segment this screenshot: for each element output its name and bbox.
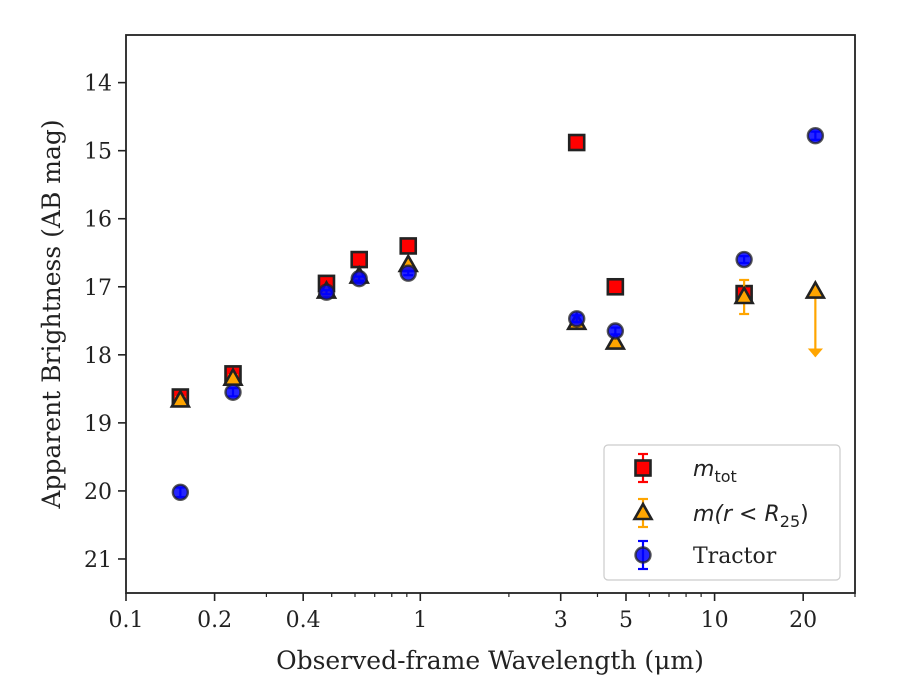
legend-label: mtot (693, 457, 737, 486)
y-axis-label: Apparent Brightness (AB mag) (37, 119, 66, 509)
data-point-circle (568, 310, 586, 328)
legend: mtot m(r < R25) Tractor (603, 444, 841, 581)
x-tick-label: 3 (554, 608, 568, 633)
x-tick-label: 20 (789, 608, 817, 633)
x-axis-label: Observed-frame Wavelength (μm) (276, 646, 704, 675)
x-tick-label: 5 (619, 608, 633, 633)
data-point-triangle (169, 388, 192, 408)
y-tick-label: 14 (84, 72, 112, 97)
legend-marker-square (634, 459, 652, 477)
data-point-circle (350, 269, 368, 288)
legend-label: Tractor (693, 544, 777, 569)
y-tick-label: 16 (84, 208, 112, 233)
data-point-square (567, 133, 586, 152)
y-tick-label: 18 (84, 344, 112, 369)
y-tick-label: 20 (84, 480, 112, 505)
data-point-square (350, 250, 368, 269)
axes: 0.1 0.2 0.4 1 3 5 10 20 14 15 16 17 18 19 20 21 (84, 72, 856, 633)
y-tick-label: 19 (84, 412, 112, 437)
x-tick-label: 1 (413, 608, 427, 633)
data-point-circle (317, 283, 336, 301)
y-tick-label: 21 (84, 548, 112, 573)
data-point-circle (399, 264, 417, 282)
legend-marker-triangle (632, 501, 654, 521)
data-point-triangle (604, 330, 627, 350)
plot-frame (125, 34, 856, 594)
data-point-triangle (804, 279, 827, 299)
y-tick-label: 17 (84, 276, 112, 301)
legend-label: m(r < R25) (693, 502, 809, 531)
y-tick-label: 15 (84, 140, 112, 165)
plot-marks (169, 127, 827, 501)
data-point-circle (735, 250, 753, 269)
x-tick-label: 10 (701, 608, 729, 633)
data-point-circle (171, 483, 190, 501)
data-point-circle (224, 383, 242, 401)
series-square (171, 133, 753, 406)
series-triangle (169, 253, 827, 408)
legend-box (603, 444, 841, 581)
data-point-square (399, 237, 418, 255)
data-point-triangle (733, 285, 755, 305)
series-circle (171, 127, 825, 501)
data-point-circle (606, 322, 625, 340)
legend-marker-circle (634, 546, 652, 564)
data-point-circle (806, 127, 825, 145)
upper-limit-arrow (807, 348, 823, 358)
data-point-square (606, 277, 625, 296)
x-tick-label: 0.4 (286, 608, 321, 633)
x-tick-label: 0.2 (197, 608, 232, 633)
x-tick-label: 0.1 (109, 608, 144, 633)
